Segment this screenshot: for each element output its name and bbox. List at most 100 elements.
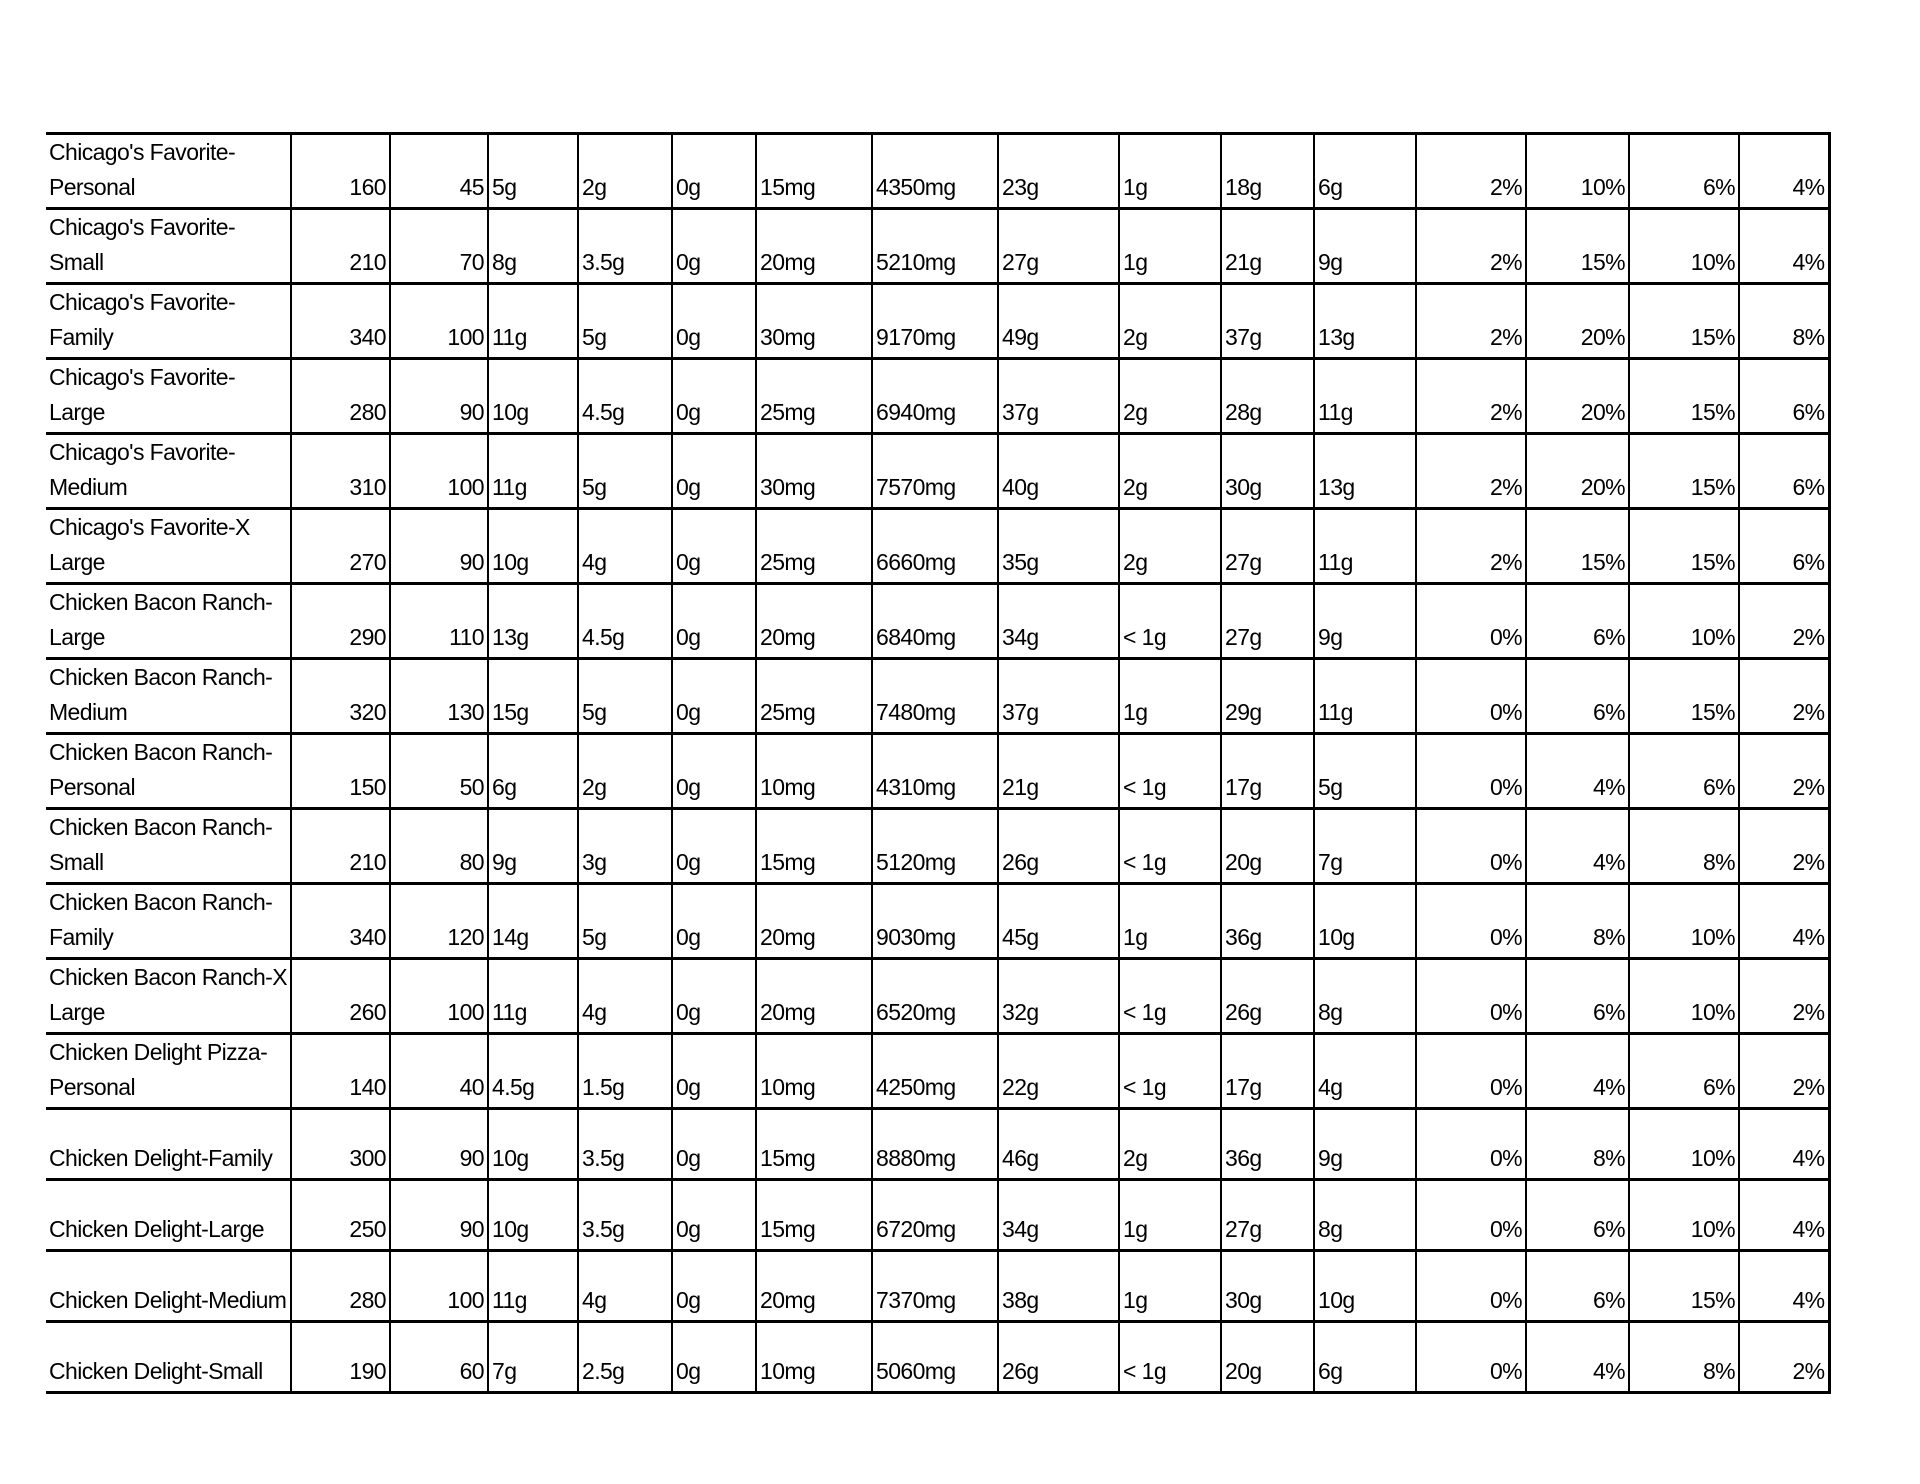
table-cell: 100 [389, 432, 489, 510]
table-row: Chicken Bacon Ranch-Personal 150 50 6g 2g 0g 1… [46, 732, 1831, 810]
table-cell: 0g [671, 807, 757, 885]
table-cell: 20mg [755, 582, 873, 660]
table-cell: 310 [290, 432, 391, 510]
table-cell: 5g [577, 882, 673, 960]
item-name-cell: Chicago's Favorite-Large [46, 357, 292, 435]
table-cell: 6720mg [871, 1178, 999, 1252]
table-cell: 8880mg [871, 1107, 999, 1181]
table-cell: 4% [1738, 132, 1831, 210]
table-cell: 27g [1220, 507, 1315, 585]
table-cell: 18g [1220, 132, 1315, 210]
table-cell: 6% [1628, 1032, 1740, 1110]
table-cell: < 1g [1118, 1032, 1222, 1110]
table-cell: 10% [1628, 882, 1740, 960]
table-cell: 11g [1313, 357, 1417, 435]
table-cell: 0% [1415, 1320, 1527, 1394]
table-cell: 10% [1525, 132, 1630, 210]
table-cell: 49g [997, 282, 1120, 360]
table-cell: 0% [1415, 957, 1527, 1035]
table-cell: 100 [389, 957, 489, 1035]
table-cell: 0g [671, 1320, 757, 1394]
nutrition-table: Chicago's Favorite-Personal 160 45 5g 2g 0g 15… [46, 132, 1831, 1394]
table-cell: 32g [997, 957, 1120, 1035]
table-cell: < 1g [1118, 732, 1222, 810]
table-row: Chicken Bacon Ranch-Small 210 80 9g 3g 0g 15mg… [46, 807, 1831, 885]
table-cell: 4.5g [577, 582, 673, 660]
table-cell: 0g [671, 1178, 757, 1252]
table-cell: 60 [389, 1320, 489, 1394]
item-name-cell: Chicago's Favorite-Small [46, 207, 292, 285]
table-cell: 26g [997, 1320, 1120, 1394]
table-cell: 15% [1628, 432, 1740, 510]
table-cell: 3.5g [577, 1107, 673, 1181]
table-cell: < 1g [1118, 957, 1222, 1035]
table-cell: 25mg [755, 507, 873, 585]
table-cell: 4% [1738, 1178, 1831, 1252]
table-row: Chicken Delight-Family 300 90 10g 3.5g 0g 15mg… [46, 1107, 1831, 1181]
table-cell: 10g [487, 1178, 579, 1252]
table-cell: 10% [1628, 207, 1740, 285]
table-cell: 2% [1415, 357, 1527, 435]
table-cell: 4g [577, 1249, 673, 1323]
table-cell: 20mg [755, 1249, 873, 1323]
table-cell: 10g [487, 357, 579, 435]
table-cell: 10% [1628, 582, 1740, 660]
table-cell: 3.5g [577, 207, 673, 285]
table-cell: 5210mg [871, 207, 999, 285]
table-row: Chicken Bacon Ranch-X Large 260 100 11g 4g 0g… [46, 957, 1831, 1035]
table-cell: 0g [671, 1107, 757, 1181]
table-cell: 2g [1118, 507, 1222, 585]
table-cell: 2% [1738, 732, 1831, 810]
table-cell: 210 [290, 207, 391, 285]
table-cell: 1.5g [577, 1032, 673, 1110]
table-cell: 0g [671, 882, 757, 960]
table-cell: 46g [997, 1107, 1120, 1181]
table-cell: 28g [1220, 357, 1315, 435]
table-cell: 4% [1738, 882, 1831, 960]
table-cell: 11g [487, 1249, 579, 1323]
table-cell: 160 [290, 132, 391, 210]
table-cell: 120 [389, 882, 489, 960]
table-cell: 10% [1628, 1107, 1740, 1181]
table-cell: 10g [1313, 882, 1417, 960]
table-cell: 2% [1738, 807, 1831, 885]
table-cell: 8g [487, 207, 579, 285]
table-cell: 20mg [755, 207, 873, 285]
table-cell: 5g [577, 282, 673, 360]
table-cell: 6% [1628, 732, 1740, 810]
table-cell: 190 [290, 1320, 391, 1394]
table-cell: 4% [1525, 1032, 1630, 1110]
table-cell: 7570mg [871, 432, 999, 510]
table-cell: 2% [1415, 432, 1527, 510]
table-cell: 150 [290, 732, 391, 810]
table-cell: 0g [671, 282, 757, 360]
table-cell: 25mg [755, 657, 873, 735]
table-cell: 280 [290, 357, 391, 435]
table-row: Chicken Bacon Ranch-Large 290 110 13g 4.5g 0g… [46, 582, 1831, 660]
table-row: Chicago's Favorite-Family 340 100 11g 5g 0g 30… [46, 282, 1831, 360]
table-cell: 11g [487, 432, 579, 510]
table-cell: 3.5g [577, 1178, 673, 1252]
table-cell: 10% [1628, 1178, 1740, 1252]
table-cell: 4g [1313, 1032, 1417, 1110]
item-name-cell: Chicken Bacon Ranch-Medium [46, 657, 292, 735]
table-row: Chicken Delight-Small 190 60 7g 2.5g 0g 10mg 50… [46, 1320, 1831, 1394]
table-row: Chicago's Favorite-X Large 270 90 10g 4g 0g 25… [46, 507, 1831, 585]
table-cell: 2g [1118, 432, 1222, 510]
item-name-cell: Chicken Delight-Family [46, 1107, 292, 1181]
table-cell: 8% [1628, 807, 1740, 885]
table-cell: 21g [1220, 207, 1315, 285]
table-cell: 0g [671, 132, 757, 210]
table-cell: < 1g [1118, 582, 1222, 660]
table-cell: 30g [1220, 432, 1315, 510]
table-cell: 2% [1738, 1032, 1831, 1110]
table-cell: 2% [1738, 1320, 1831, 1394]
table-cell: 26g [997, 807, 1120, 885]
table-cell: 34g [997, 1178, 1120, 1252]
table-cell: 15% [1628, 1249, 1740, 1323]
table-cell: 38g [997, 1249, 1120, 1323]
table-cell: 0% [1415, 732, 1527, 810]
table-cell: 2% [1738, 657, 1831, 735]
table-cell: < 1g [1118, 1320, 1222, 1394]
table-cell: 40g [997, 432, 1120, 510]
